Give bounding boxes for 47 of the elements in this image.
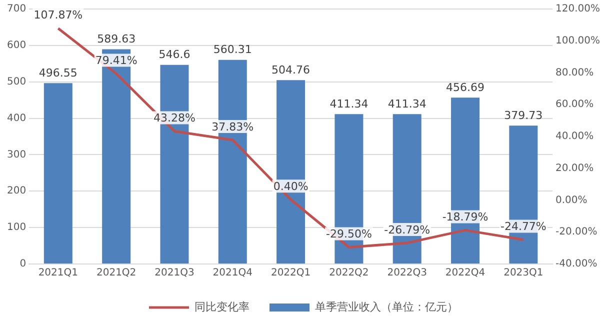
data-label: -29.50%	[326, 228, 372, 241]
x-tick-label: 2022Q4	[445, 268, 486, 279]
y2-tick-label: 20.00%	[556, 162, 594, 174]
data-label: 546.6	[158, 48, 190, 62]
y-tick-label: 200	[6, 186, 26, 197]
y2-tick-label: 120.00%	[556, 4, 600, 15]
bar	[44, 83, 72, 264]
x-tick-label: 2021Q1	[38, 268, 78, 279]
y2-tick-label: 40.00%	[556, 131, 594, 142]
data-label: 560.31	[213, 43, 252, 56]
y2-tick-label: -40.00%	[556, 258, 598, 270]
x-tick-label: 2021Q2	[96, 268, 136, 279]
x-tick-label: 2022Q3	[387, 268, 427, 279]
y-tick-label: 500	[6, 76, 26, 88]
y-tick-label: 600	[6, 40, 26, 52]
x-tick-label: 2022Q2	[329, 268, 369, 279]
data-label: 496.55	[38, 66, 78, 80]
data-label: 589.63	[97, 32, 136, 46]
legend-label: 单季营业收入（单位：亿元）	[315, 300, 458, 314]
y2-tick-label: 100.00%	[556, 35, 600, 46]
data-label: 411.34	[388, 98, 426, 111]
y-tick-label: 300	[6, 149, 26, 160]
legend-label: 同比变化率	[194, 300, 250, 314]
data-label: -18.79%	[442, 210, 488, 224]
data-label: -26.79%	[384, 223, 430, 236]
y-tick-label: 0	[20, 258, 26, 270]
y-tick-label: 700	[6, 4, 26, 15]
data-label: -24.77%	[500, 220, 546, 234]
data-label: 43.28%	[154, 112, 196, 125]
data-label: 379.73	[504, 109, 543, 122]
y2-tick-label: 0.00%	[556, 194, 588, 206]
data-label: 0.40%	[273, 180, 308, 193]
data-label: 79.41%	[95, 54, 138, 68]
data-label: 107.87%	[34, 8, 83, 22]
y-tick-label: 400	[6, 112, 26, 124]
y2-tick-label: 80.00%	[556, 67, 594, 78]
x-tick-label: 2022Q1	[270, 268, 311, 279]
x-tick-label: 2021Q3	[154, 268, 194, 279]
data-label: 411.34	[330, 98, 368, 111]
y-tick-label: 100	[6, 222, 26, 234]
data-label: 456.69	[446, 80, 485, 94]
x-tick-label: 2023Q1	[504, 268, 544, 279]
data-label: 504.76	[272, 63, 310, 76]
y2-tick-label: 60.00%	[556, 99, 594, 110]
y2-tick-label: -20.00%	[556, 226, 598, 238]
data-label: 37.83%	[212, 120, 254, 134]
x-tick-label: 2021Q4	[212, 268, 252, 279]
